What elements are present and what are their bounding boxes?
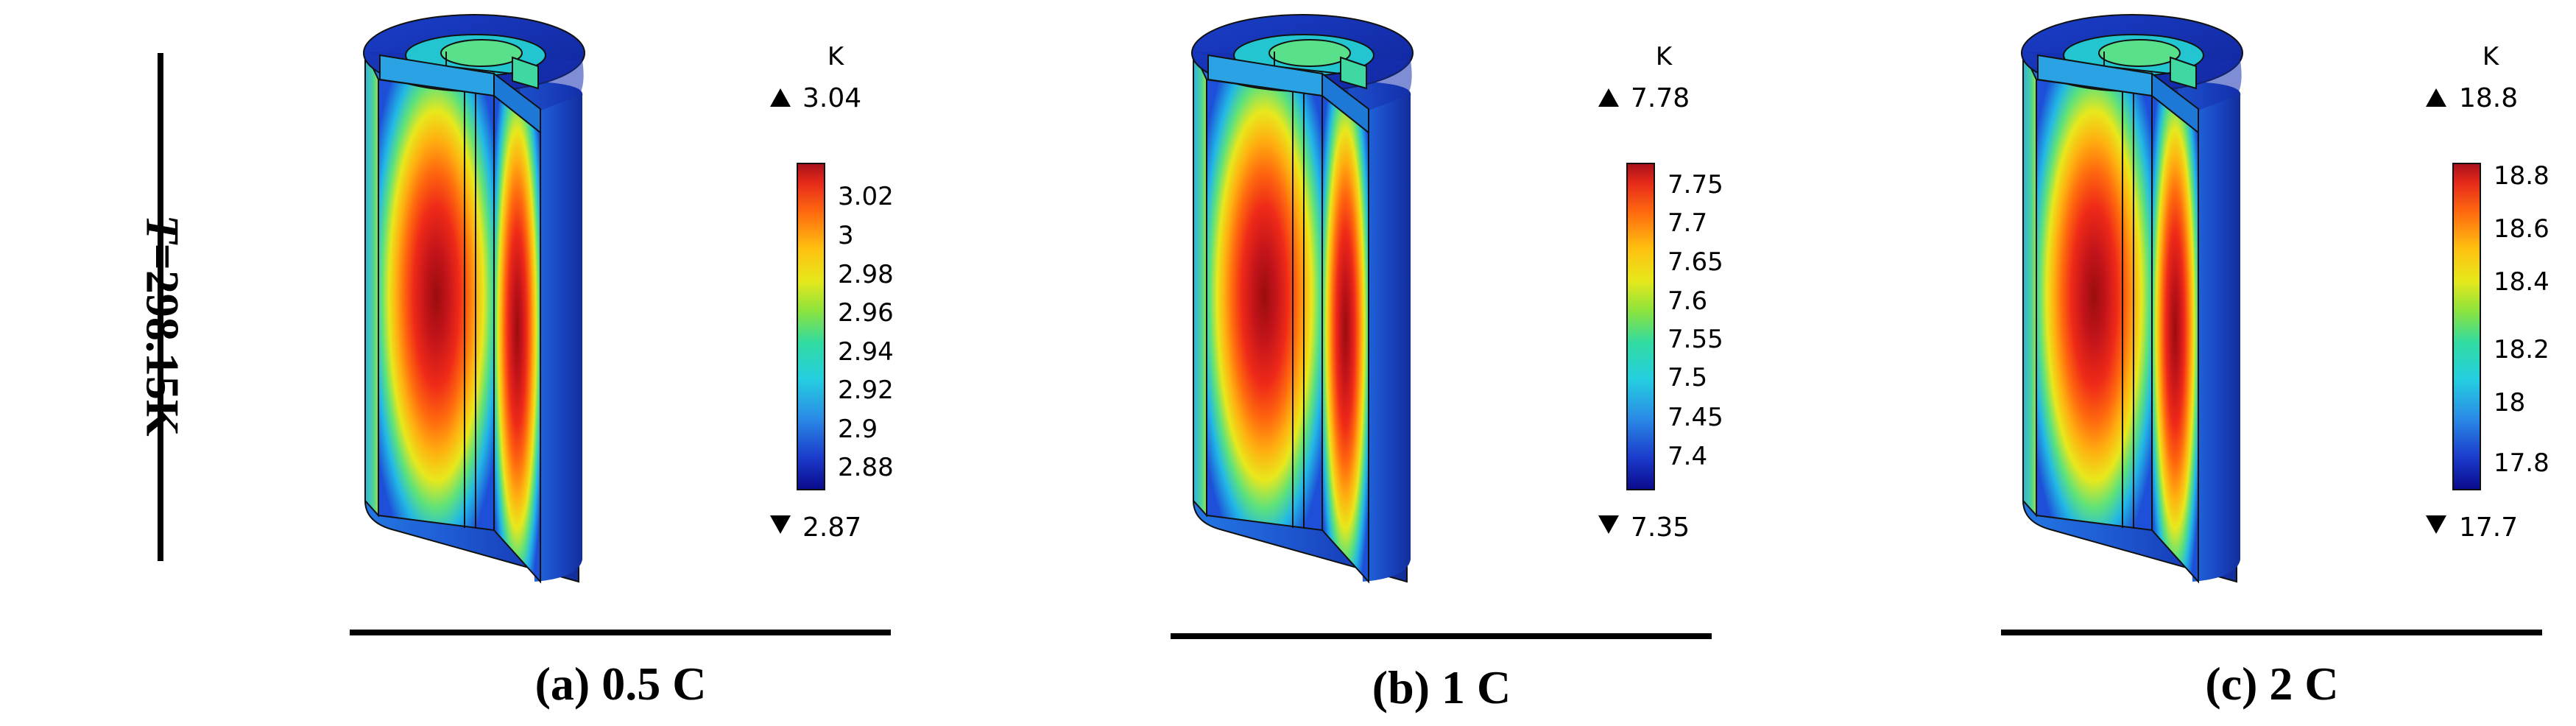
caption-rule-c [2001,630,2542,635]
tick-a-3: 2.96 [838,298,894,328]
legend-unit-b: K [1656,42,1673,71]
tick-a-6: 2.9 [838,415,878,444]
tick-a-1: 3 [838,221,854,250]
caption-b: (b) 1 C [1372,661,1511,713]
legend-max-b: 7.78 [1631,83,1690,113]
colorbar-c [2452,163,2481,490]
row-divider [158,53,163,561]
legend-unit-c: K [2483,42,2500,71]
tick-c-1: 18.6 [2494,214,2549,244]
tick-a-4: 2.94 [838,337,894,367]
tick-b-4: 7.55 [1668,325,1723,354]
colorbar-a [797,163,825,490]
tick-a-0: 3.02 [838,182,894,211]
tick-b-7: 7.4 [1668,442,1707,471]
tick-c-2: 18.4 [2494,267,2549,297]
tick-b-3: 7.6 [1668,286,1707,316]
caption-rule-b [1171,633,1712,639]
legend-min-c: 17.7 [2459,512,2518,543]
tick-c-3: 18.2 [2494,335,2549,364]
tick-b-0: 7.75 [1668,170,1723,200]
tick-c-0: 18.8 [2494,161,2549,191]
legend-a: K 3.04 3.02 3 2.98 2.96 2.94 2.92 2.9 2.… [770,42,894,543]
caption-c: (c) 2 C [2205,658,2338,710]
tick-c-5: 17.8 [2494,448,2549,478]
cell-render-b [1191,14,1414,582]
tick-c-4: 18 [2494,388,2525,417]
tick-a-7: 2.88 [838,453,894,482]
cell-render-c [2021,14,2243,582]
caption-rule-a [350,630,891,635]
legend-max-c: 18.8 [2459,83,2518,113]
legend-max-a: 3.04 [802,83,861,113]
max-triangle-icon [2426,88,2446,107]
tick-b-1: 7.7 [1668,208,1707,238]
legend-unit-a: K [828,42,845,71]
caption-a: (a) 0.5 C [535,658,707,710]
max-triangle-icon [770,88,791,107]
tick-a-2: 2.98 [838,260,894,289]
legend-min-a: 2.87 [802,512,861,543]
min-triangle-icon [1598,515,1619,534]
min-triangle-icon [2426,515,2446,534]
tick-a-5: 2.92 [838,376,894,405]
legend-min-b: 7.35 [1631,512,1690,543]
tick-b-5: 7.5 [1668,363,1707,392]
max-triangle-icon [1598,88,1619,107]
cell-render-a [363,14,585,582]
tick-b-6: 7.45 [1668,403,1723,432]
legend-c: K 18.8 18.8 18.6 18.4 18.2 18 17.8 17.7 [2426,42,2549,543]
colorbar-b [1626,163,1655,490]
legend-b: K 7.78 7.75 7.7 7.65 7.6 7.55 7.5 7.45 7… [1598,42,1723,543]
tick-b-2: 7.65 [1668,247,1723,277]
min-triangle-icon [770,515,791,534]
